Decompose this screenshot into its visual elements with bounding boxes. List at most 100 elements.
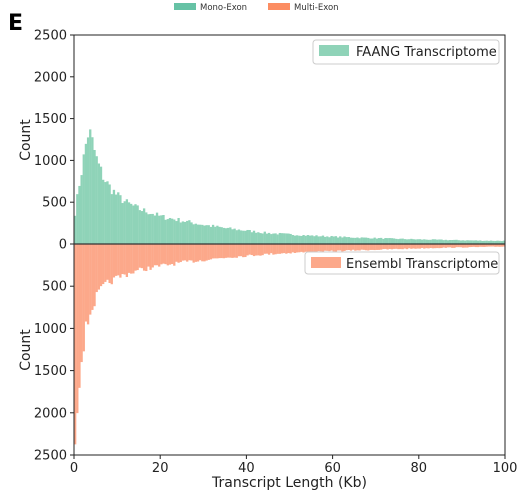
ensembl-bar bbox=[270, 244, 273, 254]
ensembl-bar bbox=[205, 244, 208, 261]
faang-bar bbox=[255, 232, 258, 244]
ensembl-bar bbox=[114, 244, 118, 276]
faang-bar bbox=[117, 192, 120, 244]
faang-bar bbox=[252, 230, 256, 244]
faang-bar bbox=[278, 232, 282, 244]
faang-bar bbox=[119, 195, 122, 244]
faang-bar bbox=[164, 219, 167, 244]
faang-bar bbox=[321, 235, 325, 244]
faang-bar bbox=[358, 238, 361, 244]
ensembl-bar bbox=[89, 244, 92, 315]
faang-bar bbox=[438, 239, 441, 244]
y-tick-bottom: 1500 bbox=[34, 364, 67, 379]
faang-bar bbox=[302, 234, 305, 244]
faang-bar bbox=[229, 227, 232, 244]
ensembl-bar bbox=[414, 244, 417, 249]
ensembl-bar bbox=[110, 244, 113, 285]
ensembl-bar bbox=[272, 244, 275, 255]
faang-bar bbox=[448, 240, 452, 244]
ensembl-bar bbox=[138, 244, 141, 268]
y-tick-bottom: 500 bbox=[42, 280, 67, 295]
ensembl-bar bbox=[444, 244, 447, 248]
legend-faang-box bbox=[312, 39, 500, 65]
ensembl-bar bbox=[255, 244, 258, 256]
ensembl-bar bbox=[263, 244, 266, 254]
ensembl-bar bbox=[142, 244, 146, 271]
ensembl-bar bbox=[160, 244, 163, 265]
faang-bar bbox=[440, 239, 443, 244]
ensembl-bar bbox=[242, 244, 245, 258]
faang-bar bbox=[364, 237, 368, 244]
faang-bar bbox=[237, 229, 241, 244]
faang-bar bbox=[336, 237, 340, 244]
faang-bar bbox=[198, 224, 202, 244]
ensembl-bar bbox=[438, 244, 441, 249]
ensembl-bar bbox=[351, 244, 355, 250]
ensembl-bar bbox=[313, 244, 316, 253]
ensembl-bar bbox=[446, 244, 450, 248]
faang-bar bbox=[91, 137, 94, 244]
faang-bar bbox=[179, 222, 182, 244]
faang-bar bbox=[173, 219, 176, 244]
ensembl-bar bbox=[448, 244, 452, 248]
ensembl-bar bbox=[239, 244, 243, 257]
faang-bar bbox=[347, 237, 350, 244]
faang-bar bbox=[332, 236, 335, 244]
y-axis-label-bottom: Count bbox=[18, 329, 34, 371]
faang-bar bbox=[429, 239, 432, 244]
x-tick: 40 bbox=[238, 461, 255, 476]
ensembl-bar bbox=[145, 244, 148, 272]
ensembl-bar bbox=[82, 244, 85, 352]
ensembl-bar bbox=[136, 244, 139, 271]
faang-bar bbox=[319, 236, 322, 244]
faang-bar bbox=[74, 215, 77, 244]
ensembl-bar bbox=[155, 244, 159, 266]
faang-bar bbox=[313, 236, 316, 244]
faang-bar bbox=[455, 239, 458, 244]
ensembl-bar bbox=[181, 244, 185, 261]
ensembl-bar bbox=[291, 244, 294, 253]
y-ticks: 0 500 1000 1500 2000 2500 500 1000 1500 2000 2500 bbox=[34, 29, 74, 464]
faang-bar bbox=[147, 214, 150, 244]
ensembl-bar bbox=[408, 244, 411, 249]
ensembl-bar bbox=[468, 244, 471, 248]
faang-bar bbox=[190, 222, 193, 244]
ensembl-bar bbox=[274, 244, 277, 255]
faang-bar bbox=[483, 240, 486, 244]
ensembl-bar bbox=[457, 244, 460, 248]
faang-bar bbox=[293, 235, 297, 244]
faang-bar bbox=[130, 203, 133, 244]
faang-bar bbox=[250, 232, 254, 244]
ensembl-bar bbox=[170, 244, 174, 265]
ensembl-bar bbox=[321, 244, 325, 253]
faang-bar bbox=[188, 220, 191, 244]
faang-bar bbox=[192, 224, 195, 244]
ensembl-bar bbox=[233, 244, 236, 258]
top-legend-swatch-mono bbox=[174, 3, 196, 10]
faang-bar bbox=[153, 215, 157, 244]
ensembl-bar bbox=[470, 244, 473, 247]
faang-bar bbox=[280, 233, 284, 244]
ensembl-bar bbox=[405, 244, 409, 250]
top-legend-label-multi: Multi-Exon bbox=[294, 3, 339, 13]
legend-ensembl-swatch bbox=[311, 257, 341, 268]
ensembl-bar bbox=[259, 244, 262, 256]
ensembl-bar bbox=[427, 244, 430, 249]
faang-bar bbox=[300, 235, 303, 244]
x-tick: 80 bbox=[411, 461, 428, 476]
faang-bar bbox=[384, 238, 387, 244]
ensembl-bar bbox=[123, 244, 126, 275]
faang-bar bbox=[155, 212, 159, 244]
faang-bar bbox=[423, 239, 426, 244]
ensembl-bar bbox=[134, 244, 137, 271]
faang-bar bbox=[214, 226, 217, 244]
faang-bar bbox=[446, 240, 450, 244]
ensembl-bar bbox=[76, 244, 79, 414]
faang-bar bbox=[373, 237, 376, 244]
faang-bar bbox=[283, 233, 286, 244]
faang-bar bbox=[138, 210, 141, 244]
ensembl-bar bbox=[380, 244, 383, 250]
faang-bar bbox=[291, 234, 294, 244]
faang-bar bbox=[270, 234, 273, 244]
legend-faang: FAANG Transcriptome bbox=[312, 39, 500, 65]
